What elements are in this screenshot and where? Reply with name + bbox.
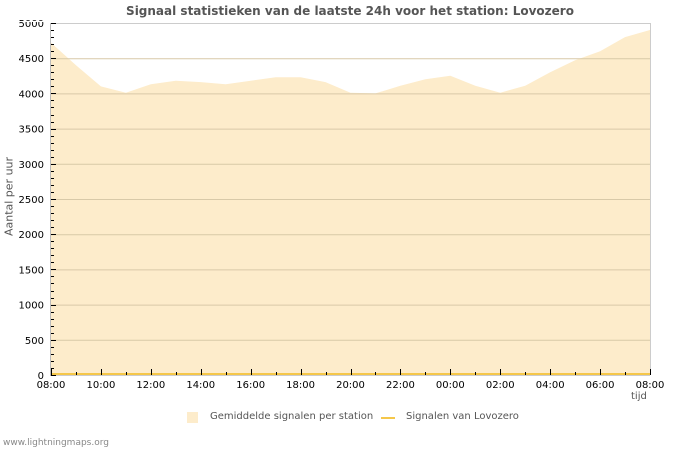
x-tick-label: 08:00 (636, 380, 665, 391)
x-axis-label: tijd (631, 391, 647, 402)
x-tick-label: 22:00 (386, 380, 415, 391)
x-tick-label: 18:00 (286, 380, 315, 391)
x-tick-label: 10:00 (87, 380, 116, 391)
y-tick-label: 500 (25, 336, 44, 347)
x-tick-label: 02:00 (486, 380, 515, 391)
y-axis-label: Aantal per uur (2, 156, 16, 237)
y-tick-label: 2500 (19, 195, 44, 206)
y-tick-label: 3500 (19, 125, 44, 136)
x-tick-label: 12:00 (136, 380, 165, 391)
y-tick-label: 5000 (19, 19, 44, 30)
legend-swatch-station (381, 417, 395, 419)
legend-label-station: Signalen van Lovozero (406, 411, 519, 422)
x-tick-label: 00:00 (436, 380, 465, 391)
legend-label-average: Gemiddelde signalen per station (210, 411, 374, 422)
y-tick-label: 1000 (19, 301, 44, 312)
x-tick-label: 04:00 (536, 380, 565, 391)
x-tick-label: 20:00 (336, 380, 365, 391)
y-tick-label: 2000 (19, 230, 44, 241)
y-tick-label: 0 (38, 371, 44, 382)
footer-link[interactable]: www.lightningmaps.org (3, 438, 109, 448)
y-tick-label: 3000 (19, 160, 44, 171)
y-tick-label: 1500 (19, 265, 44, 276)
average-signals-area (51, 30, 650, 375)
x-tick-label: 06:00 (586, 380, 615, 391)
legend-swatch-average (187, 412, 198, 423)
chart-title: Signaal statistieken van de laatste 24h … (126, 4, 574, 18)
x-tick-label: 08:00 (37, 380, 66, 391)
x-tick-label: 14:00 (186, 380, 215, 391)
y-tick-label: 4500 (19, 54, 44, 65)
y-tick-label: 4000 (19, 89, 44, 100)
x-tick-label: 16:00 (236, 380, 265, 391)
